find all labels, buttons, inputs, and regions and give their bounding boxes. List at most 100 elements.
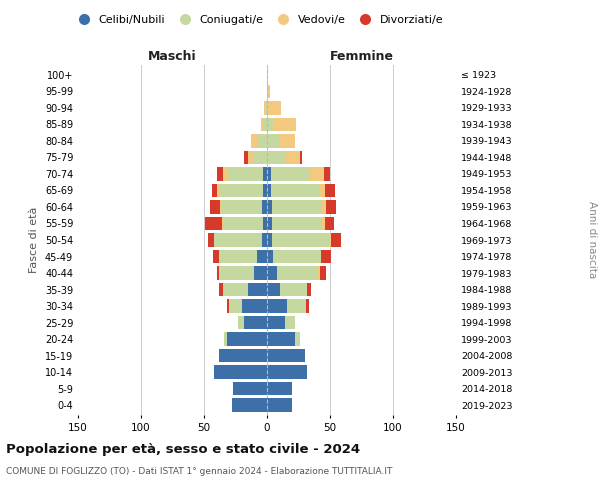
Text: Anni di nascita: Anni di nascita — [587, 202, 597, 278]
Bar — [210, 200, 220, 213]
Bar — [205, 217, 221, 230]
Bar — [219, 283, 223, 296]
Bar — [224, 332, 227, 345]
Bar — [267, 234, 272, 246]
Bar — [213, 250, 219, 263]
Bar — [244, 316, 267, 329]
Bar — [214, 234, 262, 246]
Bar — [319, 184, 325, 197]
Bar — [267, 134, 280, 147]
Bar — [214, 366, 267, 378]
Bar — [228, 168, 263, 180]
Bar — [254, 266, 267, 280]
Bar — [267, 283, 280, 296]
Bar — [217, 168, 223, 180]
Text: COMUNE DI FOGLIZZO (TO) - Dati ISTAT 1° gennaio 2024 - Elaborazione TUTTITALIA.I: COMUNE DI FOGLIZZO (TO) - Dati ISTAT 1° … — [6, 468, 392, 476]
Bar — [267, 85, 269, 98]
Bar — [219, 250, 257, 263]
Bar — [263, 168, 267, 180]
Bar — [307, 283, 311, 296]
Bar — [267, 316, 284, 329]
Bar — [223, 283, 248, 296]
Bar — [271, 184, 319, 197]
Bar — [322, 200, 326, 213]
Bar — [284, 316, 295, 329]
Bar — [272, 200, 322, 213]
Bar — [272, 234, 329, 246]
Bar — [306, 300, 308, 312]
Bar — [227, 332, 267, 345]
Bar — [238, 316, 244, 329]
Bar — [208, 234, 214, 246]
Bar — [267, 366, 307, 378]
Bar — [267, 382, 292, 395]
Bar — [267, 118, 274, 131]
Bar — [267, 200, 272, 213]
Bar — [267, 151, 284, 164]
Bar — [331, 234, 341, 246]
Legend: Celibi/Nubili, Coniugati/e, Vedovi/e, Divorziati/e: Celibi/Nubili, Coniugati/e, Vedovi/e, Di… — [68, 10, 448, 29]
Bar — [251, 134, 257, 147]
Bar — [267, 300, 287, 312]
Bar — [223, 217, 263, 230]
Bar — [274, 250, 321, 263]
Bar — [267, 184, 271, 197]
Bar — [232, 398, 267, 411]
Bar — [274, 118, 296, 131]
Bar — [263, 118, 267, 131]
Bar — [326, 200, 337, 213]
Bar — [220, 200, 221, 213]
Bar — [248, 283, 267, 296]
Bar — [266, 102, 267, 114]
Bar — [229, 300, 242, 312]
Bar — [268, 102, 281, 114]
Bar — [267, 68, 268, 82]
Bar — [320, 266, 326, 280]
Bar — [217, 266, 219, 280]
Bar — [267, 398, 292, 411]
Text: Femmine: Femmine — [329, 50, 394, 64]
Bar — [322, 217, 325, 230]
Bar — [277, 266, 317, 280]
Bar — [280, 283, 307, 296]
Bar — [254, 151, 267, 164]
Bar — [248, 151, 254, 164]
Bar — [317, 266, 320, 280]
Bar — [267, 332, 295, 345]
Y-axis label: Fasce di età: Fasce di età — [29, 207, 39, 273]
Bar — [267, 168, 271, 180]
Bar — [272, 217, 322, 230]
Bar — [212, 184, 217, 197]
Text: Popolazione per età, sesso e stato civile - 2024: Popolazione per età, sesso e stato civil… — [6, 442, 360, 456]
Bar — [267, 217, 272, 230]
Text: Maschi: Maschi — [148, 50, 197, 64]
Bar — [263, 184, 267, 197]
Bar — [329, 234, 331, 246]
Bar — [257, 134, 267, 147]
Bar — [265, 102, 266, 114]
Bar — [257, 250, 267, 263]
Bar — [284, 151, 300, 164]
Bar — [244, 151, 248, 164]
Bar — [219, 266, 254, 280]
Bar — [262, 234, 267, 246]
Bar — [271, 168, 308, 180]
Bar — [262, 200, 267, 213]
Bar — [219, 349, 267, 362]
Bar — [325, 217, 334, 230]
Bar — [217, 184, 219, 197]
Bar — [300, 151, 302, 164]
Bar — [321, 250, 331, 263]
Bar — [221, 200, 262, 213]
Bar — [295, 332, 300, 345]
Bar — [233, 382, 267, 395]
Bar — [263, 217, 267, 230]
Bar — [325, 184, 335, 197]
Bar — [267, 349, 305, 362]
Bar — [223, 168, 228, 180]
Bar — [227, 300, 229, 312]
Bar — [221, 217, 223, 230]
Bar — [324, 168, 330, 180]
Bar — [219, 184, 263, 197]
Bar — [242, 300, 267, 312]
